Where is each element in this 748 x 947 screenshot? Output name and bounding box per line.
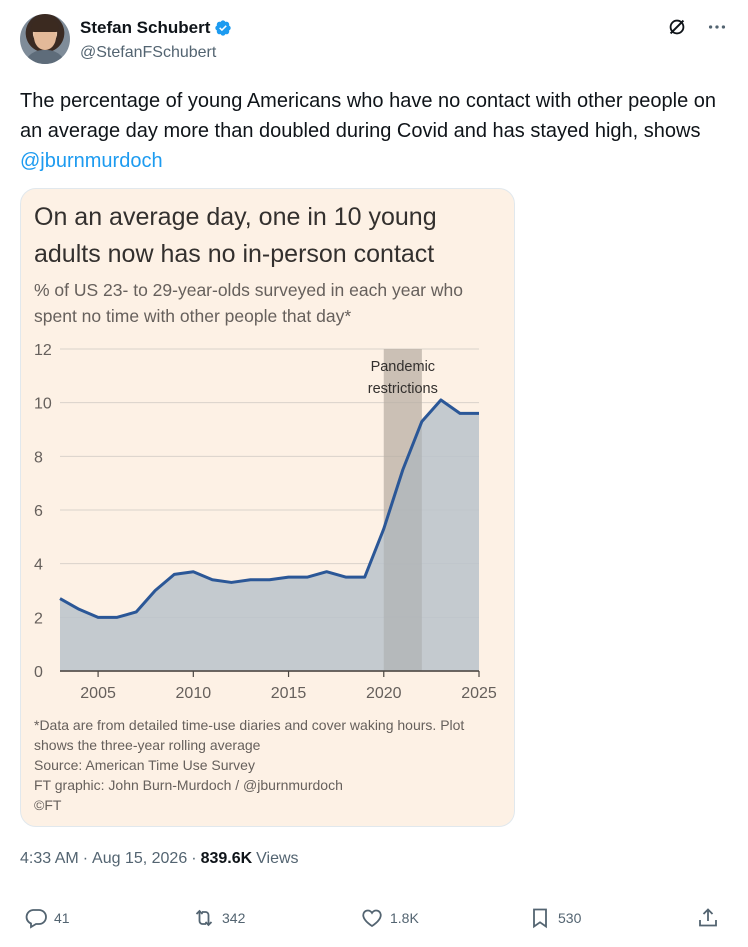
y-tick-label: 0 [34, 664, 43, 681]
y-tick-label: 12 [34, 342, 52, 359]
x-tick-label: 2020 [366, 685, 402, 702]
annotation-label: restrictions [368, 381, 438, 397]
like-count: 1.8K [390, 910, 419, 926]
chart-subtitle: % of US 23- to 29-year-olds surveyed in … [34, 280, 463, 326]
reply-count: 41 [54, 910, 70, 926]
tweet-meta: 4:33 AM · Aug 15, 2026 · 839.6K Views [20, 850, 299, 868]
note-line: shows the three-year rolling average [34, 737, 261, 753]
chart-notes: *Data are from detailed time-use diaries… [34, 715, 509, 815]
repost-icon [195, 909, 213, 927]
tweet-time[interactable]: 4:33 AM [20, 850, 79, 867]
tweet-body: The percentage of young Americans who ha… [20, 90, 717, 142]
bookmark-count: 530 [558, 910, 582, 926]
y-tick-label: 4 [34, 557, 43, 574]
y-tick-label: 6 [34, 503, 43, 520]
area-fill [60, 399, 479, 671]
credit-line: FT graphic: John Burn-Murdoch / @jburnmu… [34, 777, 343, 793]
tweet-date[interactable]: Aug 15, 2026 [92, 850, 188, 867]
note-line: *Data are from detailed time-use diaries… [34, 717, 465, 733]
x-tick-label: 2015 [271, 685, 307, 702]
reply-button[interactable]: 41 [24, 906, 70, 930]
area-chart: 0 2 4 6 8 10 12 2005 2010 2015 2020 2025 Pandemic res… [21, 329, 514, 711]
more-icon[interactable] [706, 16, 728, 38]
source-line: Source: American Time Use Survey [34, 757, 255, 773]
grok-icon[interactable] [666, 16, 688, 38]
mention-link[interactable]: @jburnmurdoch [20, 150, 163, 172]
x-tick-label: 2025 [461, 685, 497, 702]
like-button[interactable]: 1.8K [360, 906, 419, 930]
y-tick-label: 8 [34, 449, 43, 466]
chart-svg: 0 2 4 6 8 10 12 2005 2010 2015 2020 2025 Pandemic res… [34, 342, 497, 702]
bookmark-icon [533, 908, 547, 929]
x-tick-label: 2010 [176, 685, 212, 702]
views-count: 839.6K [200, 850, 253, 867]
verified-badge-icon[interactable] [214, 19, 232, 37]
share-button[interactable] [696, 906, 720, 930]
meta-separator: · [82, 850, 89, 867]
author-handle[interactable]: @StefanFSchubert [80, 44, 217, 61]
share-icon [699, 908, 717, 927]
tweet-text: The percentage of young Americans who ha… [20, 86, 728, 176]
meta-separator: · [191, 850, 197, 867]
like-icon [362, 909, 382, 928]
views-label: Views [256, 850, 299, 867]
author-name-row: Stefan Schubert [80, 18, 232, 38]
bookmark-button[interactable]: 530 [528, 906, 581, 930]
annotation-label: Pandemic [371, 359, 435, 375]
avatar[interactable] [20, 14, 70, 64]
repost-count: 342 [222, 910, 246, 926]
chart-image-card[interactable]: On an average day, one in 10 young adult… [20, 188, 515, 827]
chart-title: On an average day, one in 10 young adult… [34, 203, 437, 268]
y-tick-label: 10 [34, 396, 52, 413]
y-tick-label: 2 [34, 610, 43, 627]
repost-button[interactable]: 342 [192, 906, 245, 930]
top-icons [666, 16, 728, 38]
copyright-line: ©FT [34, 797, 62, 813]
action-bar: 41 342 1.8K 530 [20, 906, 728, 938]
tweet-header: Stefan Schubert @StefanFSchubert [20, 14, 728, 66]
reply-icon [25, 909, 47, 929]
x-tick-label: 2005 [80, 685, 116, 702]
author-name[interactable]: Stefan Schubert [80, 18, 211, 37]
